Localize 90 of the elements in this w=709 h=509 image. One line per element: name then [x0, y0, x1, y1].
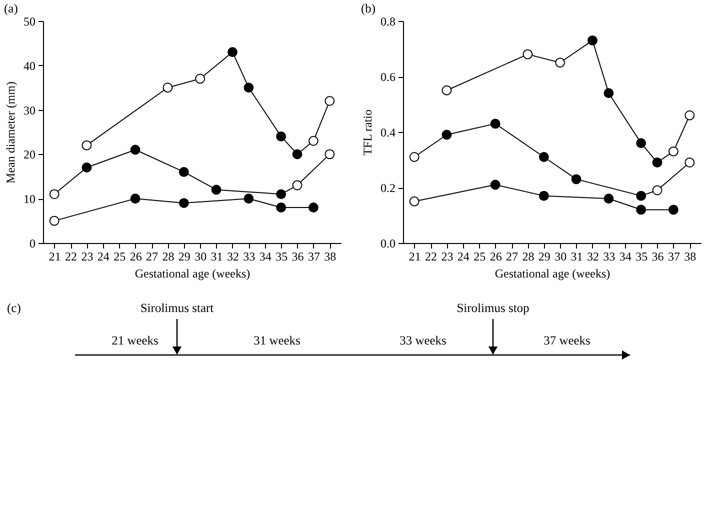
x-tick-label: 38: [684, 250, 696, 264]
x-tick-label: 21: [48, 250, 61, 264]
category-label: 31 weeks: [254, 334, 301, 348]
point: [571, 174, 582, 184]
x-tick-label: 31: [570, 250, 583, 264]
text: (c): [7, 300, 21, 315]
x-tick-label: 35: [276, 250, 288, 264]
x-tick-label: 31: [210, 250, 223, 264]
x-tick-label: 29: [178, 250, 190, 264]
x-tick-label: 22: [65, 250, 78, 264]
x-tick-label: 30: [554, 250, 567, 264]
y-tick-label: 20: [24, 148, 36, 162]
point: [442, 130, 452, 140]
point: [538, 190, 549, 201]
x-tick-label: 36: [292, 250, 304, 264]
point: [308, 202, 318, 212]
x-tick-label: 30: [194, 250, 207, 264]
y-tick-label: 10: [24, 192, 36, 206]
x-tick-label: 27: [506, 250, 518, 264]
point: [555, 58, 566, 68]
x-tick-label: 26: [130, 250, 142, 264]
chart-title: (b): [361, 2, 376, 16]
x-tick-label: 27: [146, 250, 158, 264]
x-tick-label: 37: [308, 250, 320, 264]
text: Sirolimus stop: [456, 300, 530, 315]
category-label: 33 weeks: [400, 334, 447, 348]
x-tick-label: 35: [636, 250, 648, 264]
point: [276, 189, 286, 200]
y-axis-title: Mean diameter (mm): [4, 82, 18, 184]
x-tick-label: 32: [586, 250, 599, 264]
text: Sirolimus start: [140, 300, 214, 315]
y-tick-label: 0.8: [380, 14, 396, 28]
category-label: 37 weeks: [544, 334, 591, 348]
y-axis-title: TFL ratio: [360, 110, 374, 156]
x-tick-label: 33: [603, 250, 616, 264]
point: [604, 194, 614, 204]
x-axis-title: Gestational age (weeks): [494, 266, 610, 280]
y-tick-label: 30: [24, 103, 36, 118]
chart-title: (a): [4, 2, 18, 16]
x-tick-label: 28: [162, 250, 174, 264]
x-tick-label: 23: [81, 250, 94, 264]
y-tick-label: 0.0: [380, 236, 396, 250]
x-tick-label: 29: [538, 250, 550, 264]
point: [490, 180, 500, 190]
point: [178, 166, 189, 177]
y-tick-label: 0.6: [380, 70, 396, 84]
y-tick-label: 0.2: [380, 181, 396, 195]
y-tick-label: 50: [24, 14, 36, 28]
point: [538, 152, 549, 162]
x-tick-label: 36: [652, 250, 664, 264]
point: [211, 184, 222, 195]
x-tick-label: 23: [441, 250, 454, 264]
point: [636, 190, 646, 201]
x-tick-label: 32: [226, 250, 239, 264]
x-tick-label: 24: [457, 250, 470, 264]
point: [684, 110, 695, 120]
x-tick-label: 25: [474, 250, 486, 264]
x-tick-label: 22: [425, 250, 438, 264]
x-tick-label: 28: [522, 250, 534, 264]
point: [244, 194, 254, 204]
y-tick-label: 40: [24, 58, 36, 73]
x-tick-label: 34: [259, 250, 272, 264]
point: [82, 140, 92, 150]
point: [668, 146, 678, 156]
point: [178, 198, 189, 208]
x-tick-label: 21: [408, 250, 421, 264]
x-tick-label: 24: [97, 250, 110, 264]
x-tick-label: 26: [490, 250, 502, 264]
y-tick-label: 0.4: [380, 126, 396, 140]
x-tick-label: 38: [324, 250, 336, 264]
point: [522, 49, 533, 60]
x-tick-label: 34: [619, 250, 632, 264]
point: [324, 96, 335, 106]
y-tick-label: 0: [30, 236, 36, 250]
x-tick-label: 25: [114, 250, 126, 264]
point: [636, 204, 646, 215]
point: [308, 136, 318, 146]
point: [668, 204, 678, 215]
point: [130, 194, 140, 204]
category-label: 21 weeks: [112, 334, 159, 348]
point: [130, 144, 140, 155]
point: [195, 74, 206, 84]
point: [490, 118, 500, 129]
x-axis-title: Gestational age (weeks): [134, 266, 250, 280]
point: [82, 162, 92, 172]
point: [276, 202, 286, 212]
x-tick-label: 37: [668, 250, 680, 264]
point: [162, 82, 173, 93]
point: [442, 85, 452, 96]
x-tick-label: 33: [243, 250, 256, 264]
